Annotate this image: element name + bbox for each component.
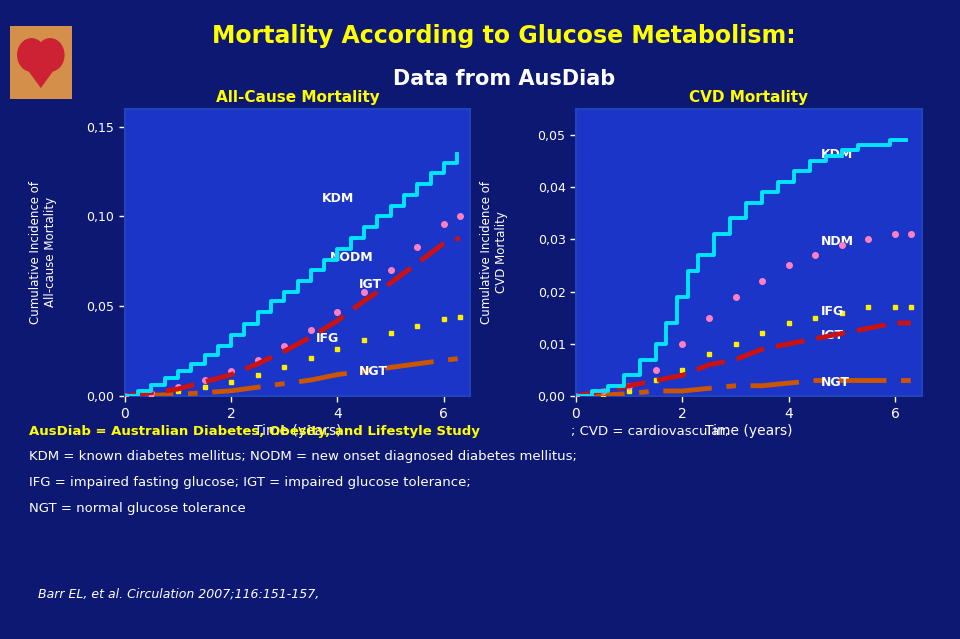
- Text: Data from AusDiab: Data from AusDiab: [393, 69, 615, 89]
- Text: NGT = normal glucose tolerance: NGT = normal glucose tolerance: [29, 502, 246, 514]
- Text: Cumulative Incidence of
CVD Mortality: Cumulative Incidence of CVD Mortality: [480, 181, 509, 324]
- Text: ; CVD = cardiovascular;: ; CVD = cardiovascular;: [571, 425, 730, 438]
- Text: Mortality According to Glucose Metabolism:: Mortality According to Glucose Metabolis…: [212, 24, 796, 48]
- Title: All-Cause Mortality: All-Cause Mortality: [216, 89, 379, 105]
- Text: Time (years): Time (years): [253, 424, 342, 438]
- Text: IFG: IFG: [316, 332, 340, 345]
- Text: IFG = impaired fasting glucose; IGT = impaired glucose tolerance;: IFG = impaired fasting glucose; IGT = im…: [29, 476, 470, 489]
- Text: IGT: IGT: [359, 279, 382, 291]
- Circle shape: [17, 39, 45, 71]
- Text: Cumulative Incidence of
All-cause Mortality: Cumulative Incidence of All-cause Mortal…: [29, 181, 58, 324]
- Circle shape: [36, 39, 64, 71]
- Text: KDM = known diabetes mellitus; NODM = new onset diagnosed diabetes mellitus;: KDM = known diabetes mellitus; NODM = ne…: [29, 450, 577, 463]
- Text: NDM: NDM: [821, 235, 853, 247]
- Text: NGT: NGT: [821, 376, 850, 389]
- Text: KDM: KDM: [821, 148, 852, 161]
- Text: Time (years): Time (years): [705, 424, 793, 438]
- Text: NGT: NGT: [359, 365, 388, 378]
- Text: NODM: NODM: [329, 251, 373, 265]
- Text: Barr EL, et al. Circulation 2007;116:151-157,: Barr EL, et al. Circulation 2007;116:151…: [38, 588, 320, 601]
- Text: IFG: IFG: [821, 305, 844, 318]
- Title: CVD Mortality: CVD Mortality: [689, 89, 808, 105]
- Text: KDM: KDM: [322, 192, 354, 205]
- Polygon shape: [17, 56, 64, 88]
- FancyBboxPatch shape: [10, 26, 72, 99]
- Text: IGT: IGT: [821, 328, 844, 342]
- Text: AusDiab = Australian Diabetes, Obesity, and Lifestyle Study: AusDiab = Australian Diabetes, Obesity, …: [29, 425, 480, 438]
